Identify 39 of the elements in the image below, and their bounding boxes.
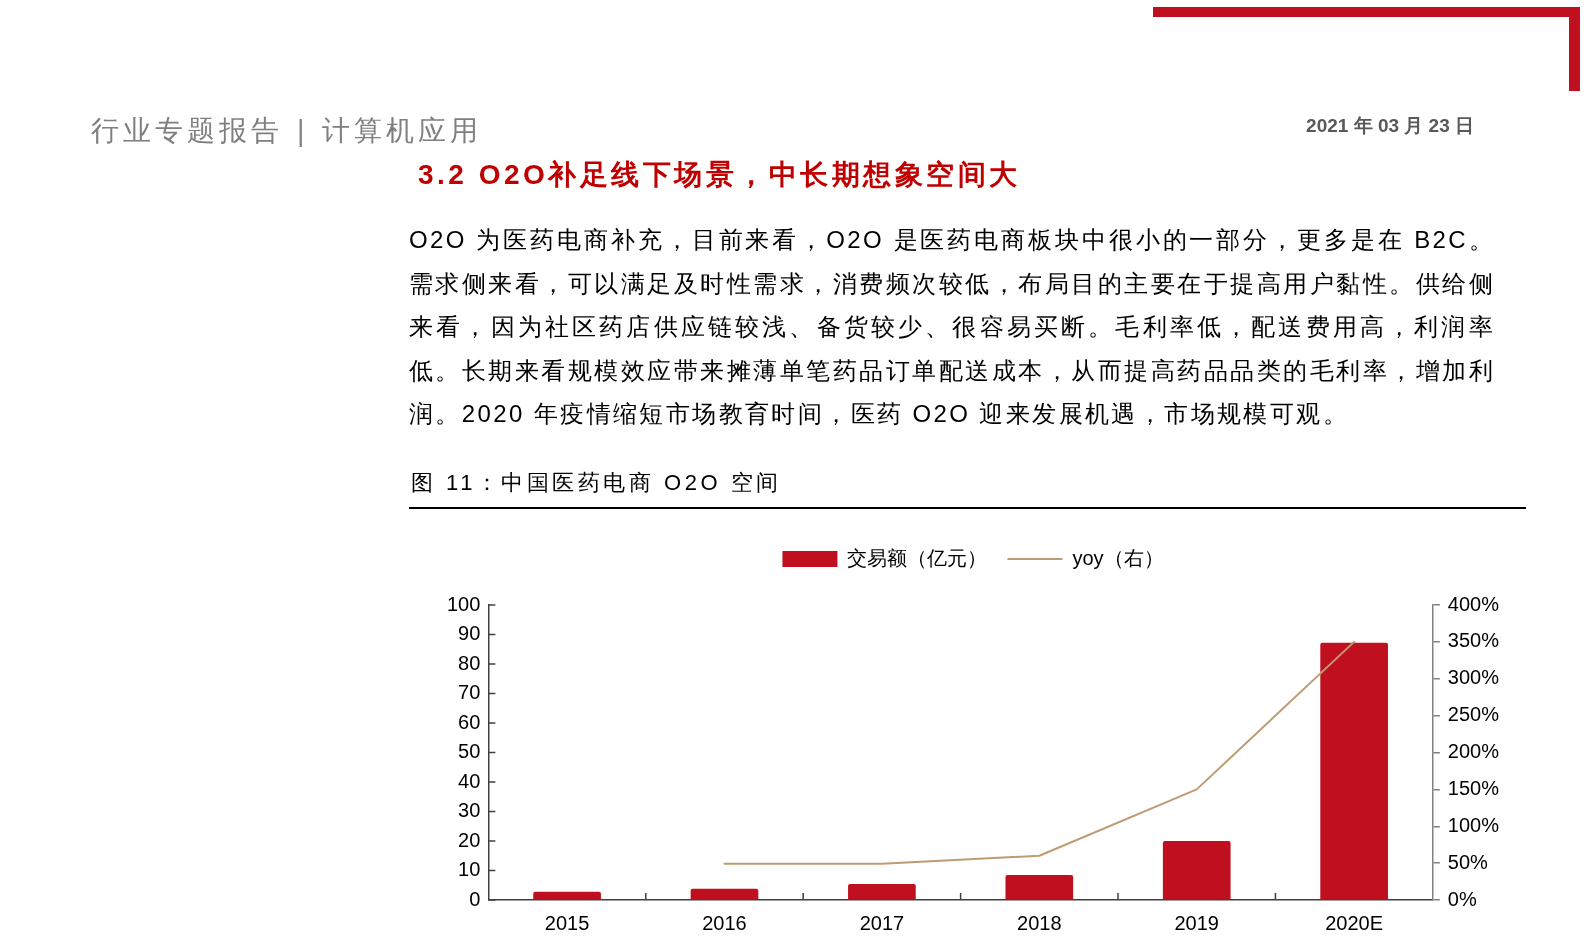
x-tick-label: 2015 (544, 911, 590, 934)
y2-tick-label: 250% (1447, 703, 1500, 726)
bar (1005, 874, 1074, 900)
bar (1162, 841, 1231, 900)
bar (690, 888, 759, 900)
y-tick-label: 30 (458, 799, 481, 822)
y2-tick-label: 150% (1447, 776, 1500, 799)
x-tick-label: 2020E (1325, 911, 1384, 934)
y-tick-label: 100 (446, 592, 481, 615)
y-tick-label: 40 (458, 769, 481, 792)
bar (533, 891, 601, 900)
y2-tick-label: 0% (1447, 887, 1477, 910)
y-tick-label: 60 (458, 710, 481, 733)
y2-tick-label: 200% (1447, 740, 1500, 763)
y-tick-label: 10 (458, 858, 481, 881)
x-tick-label: 2019 (1174, 911, 1219, 934)
bar (848, 884, 916, 900)
legend-label: yoy（右） (1072, 546, 1164, 569)
y2-tick-label: 400% (1447, 592, 1500, 615)
y-tick-label: 80 (458, 651, 481, 674)
y2-tick-label: 100% (1447, 813, 1500, 836)
y-tick-label: 90 (458, 622, 481, 645)
y-tick-label: 0 (469, 887, 481, 910)
text: 行业专题报告 | 计算机应用 (91, 114, 483, 148)
y2-tick-label: 300% (1447, 666, 1500, 689)
x-tick-label: 2016 (702, 911, 747, 934)
bar (1320, 642, 1388, 900)
legend-label: 交易额（亿元） (847, 546, 988, 569)
y-tick-label: 20 (458, 828, 481, 851)
text: 3.2 O2O补足线下场景，中长期想象空间大 (418, 158, 1021, 192)
y2-tick-label: 350% (1447, 629, 1500, 652)
x-tick-label: 2017 (859, 911, 905, 934)
chart-title: 图 11：中国医药电商 O2O 空间 (411, 469, 782, 496)
y2-tick-label: 50% (1447, 850, 1489, 873)
y-tick-label: 50 (458, 740, 481, 763)
text: O2O 为医药电商补充，目前来看，O2O 是医药电商板块中很小的一部分，更多是在 B2C。需求侧来看，可以满足及时性需求，消费频次较低，布局目的主要在于提高用户黏性。供给侧来看，因为社区药店供应链较浅、备货较少、很容易买断。毛利率低，配送费用高，利润率低。长期来看规模效应带来摊薄单笔药品订单配送成本，从而提高药品品类的毛利率，增加利润。2020 年疫情缩短市场教育时间，医药 O2O 迎来发展机遇，市场规模可观。 (409, 225, 1495, 429)
x-tick-label: 2018 (1017, 911, 1062, 934)
y-tick-label: 70 (458, 681, 481, 704)
text: 2021 年 03 月 23 日 (1306, 114, 1474, 137)
